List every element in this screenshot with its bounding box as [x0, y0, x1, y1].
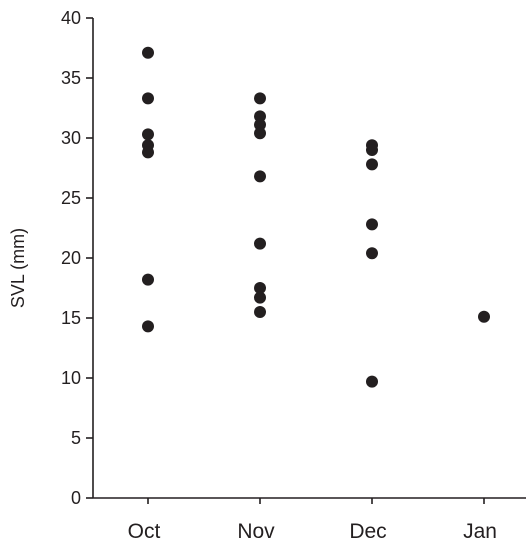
data-point-jan: [478, 310, 490, 323]
data-point-oct: [142, 273, 154, 286]
x-tick-label-dec: Dec: [349, 520, 386, 543]
data-point-nov: [254, 127, 266, 140]
data-point-dec: [366, 218, 378, 231]
y-tick-label: 35: [61, 68, 81, 88]
y-axis-title: SVL (mm): [8, 228, 28, 308]
y-tick-label: 5: [71, 428, 81, 448]
data-point-nov: [254, 237, 266, 250]
y-tick-label: 40: [61, 8, 81, 28]
y-tick-label: 10: [61, 368, 81, 388]
data-point-dec: [366, 144, 378, 156]
data-point-dec: [366, 158, 378, 171]
x-tick-label-jan: Jan: [463, 520, 497, 543]
data-points: [142, 46, 490, 388]
y-tick-label: 15: [61, 308, 81, 328]
data-point-nov: [254, 92, 266, 105]
x-tick-label-oct: Oct: [128, 520, 161, 543]
y-tick-label: 25: [61, 188, 81, 208]
data-point-oct: [142, 128, 154, 141]
data-point-oct: [142, 92, 154, 105]
y-tick-label: 0: [71, 488, 81, 508]
data-point-oct: [142, 320, 154, 333]
data-point-nov: [254, 110, 266, 123]
data-point-dec: [366, 247, 378, 260]
x-axis-ticks: Oct Nov Dec Jan: [128, 498, 497, 543]
data-point-oct: [142, 46, 154, 59]
data-point-nov: [254, 118, 266, 131]
x-tick-label-nov: Nov: [237, 520, 275, 543]
data-point-nov: [254, 291, 266, 304]
data-point-nov: [254, 170, 266, 183]
y-tick-label: 20: [61, 248, 81, 268]
y-axis-ticks: 0 5 10 15 20 25 30 35 40: [61, 8, 93, 508]
data-point-oct: [142, 146, 154, 159]
data-point-nov: [254, 282, 266, 294]
data-point-dec: [366, 375, 378, 388]
y-tick-label: 30: [61, 128, 81, 148]
data-point-nov: [254, 306, 266, 318]
